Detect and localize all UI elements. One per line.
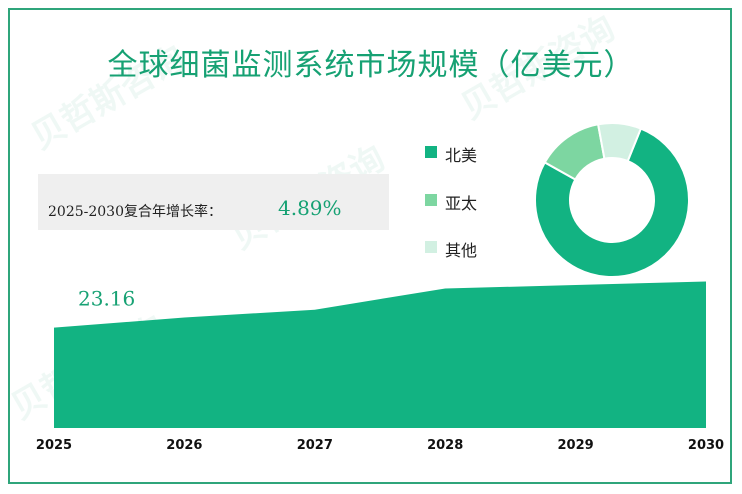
x-tick-label: 2025 [36,438,72,453]
data-label: 23.16 [78,287,135,311]
donut-slice [534,127,690,278]
legend-swatch [425,241,437,253]
legend-label: 其他 [445,241,478,260]
legend-label: 北美 [445,146,478,165]
x-tick-label: 2030 [688,438,724,453]
x-tick-label: 2026 [166,438,202,453]
cagr-value: 4.89% [278,196,342,220]
area-series [54,281,706,428]
chart-title: 全球细菌监测系统市场规模（亿美元） [107,48,635,83]
cagr-box: 2025-2030复合年增长率： 4.89% [38,174,389,230]
cagr-label: 2025-2030复合年增长率： [48,204,222,220]
legend-swatch [425,194,437,206]
donut-slice [596,122,643,163]
x-tick-label: 2029 [558,438,594,453]
legend-label: 亚太 [445,194,478,213]
legend-swatch [425,146,437,158]
x-tick-label: 2028 [427,438,463,453]
x-tick-label: 2027 [297,438,333,453]
